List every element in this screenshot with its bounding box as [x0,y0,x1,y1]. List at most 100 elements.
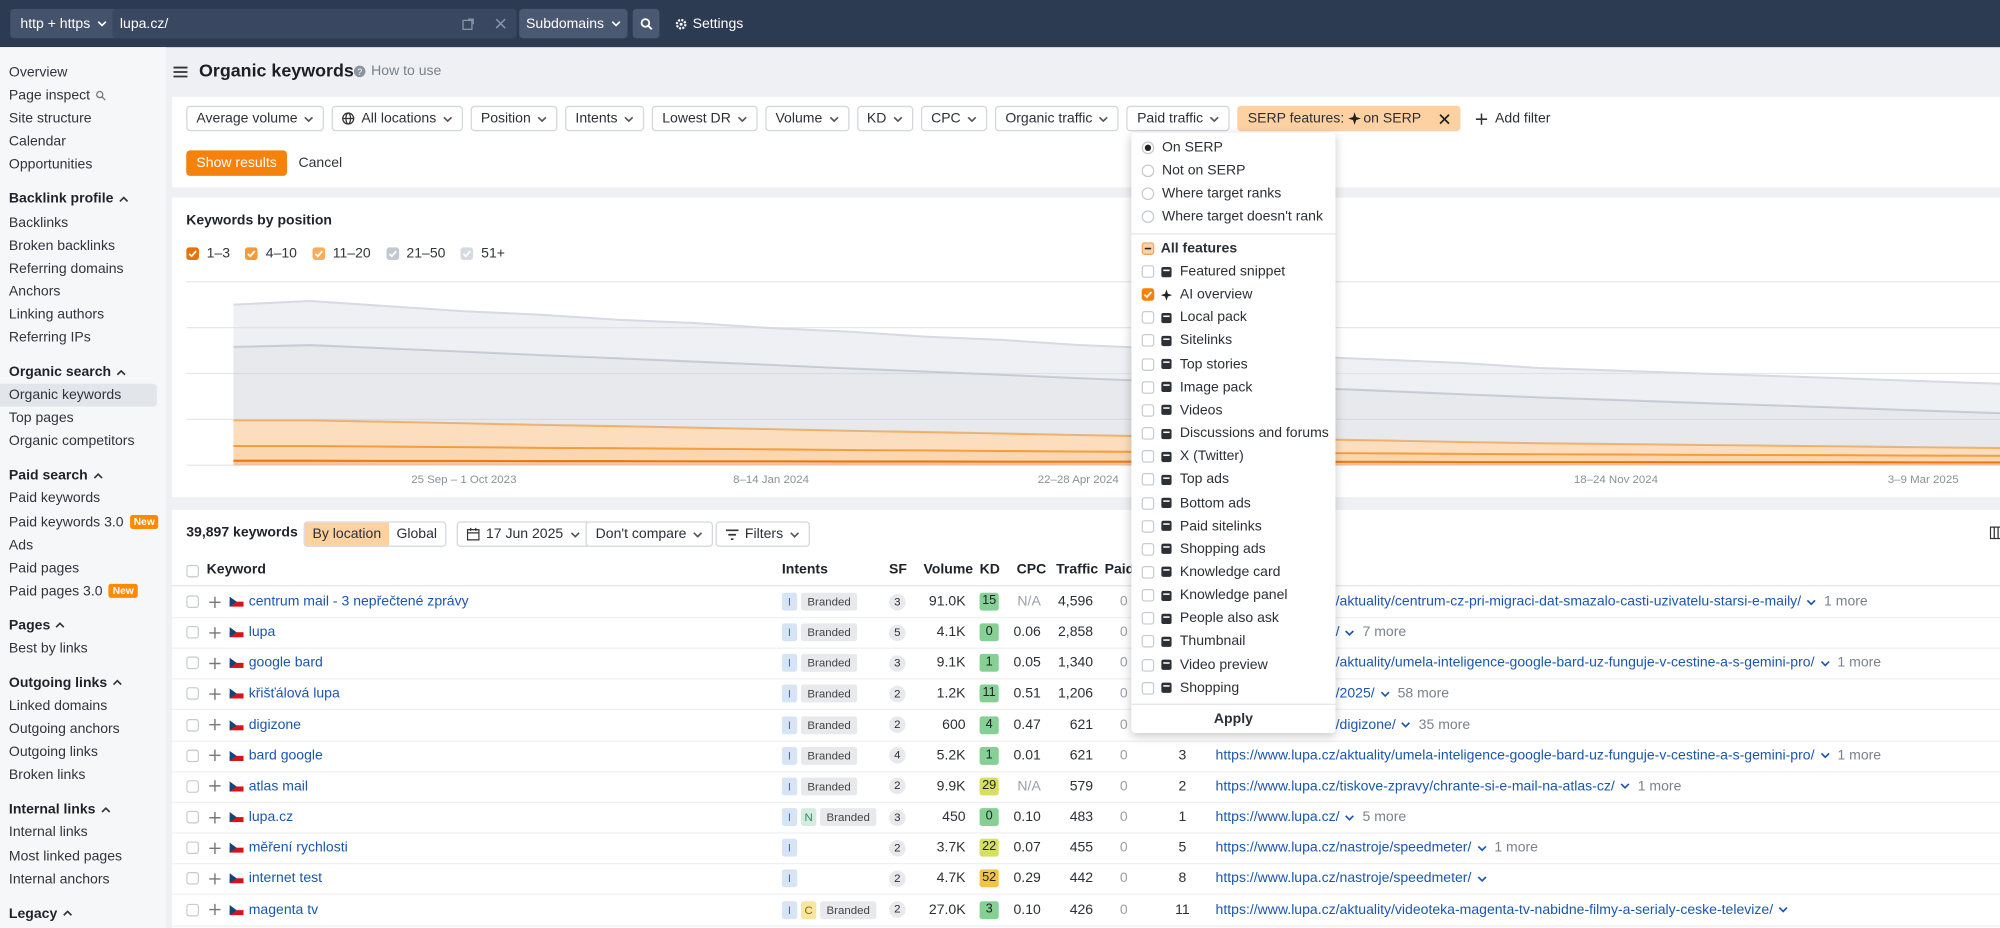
feature-option[interactable]: Paid sitelinks [1142,516,1262,536]
filter-pill[interactable]: Intents [565,106,644,131]
show-results-button[interactable]: Show results [186,150,287,175]
sidebar-section-title[interactable]: Paid search [9,466,103,486]
url-link[interactable]: https://www.lupa.cz/ [1216,808,1340,826]
feature-option[interactable]: Local pack [1142,308,1247,328]
url-link[interactable]: https://www.lupa.cz/aktuality/umela-inte… [1216,747,1815,765]
more-urls[interactable]: 1 more [1638,777,1682,795]
settings-button[interactable]: Settings [675,9,744,38]
sidebar-section-title[interactable]: Backlink profile [9,189,129,209]
feature-option[interactable]: AI overview [1142,284,1253,304]
feature-option[interactable]: X (Twitter) [1142,446,1244,466]
sidebar-item[interactable]: Referring domains [0,257,157,280]
filter-pill[interactable]: Average volume [186,106,324,131]
sidebar-item[interactable]: Page inspect [0,84,157,107]
keyword-link[interactable]: bard google [249,747,323,765]
sidebar-section-title[interactable]: Internal links [9,800,111,820]
filters-button[interactable]: Filters [716,521,810,546]
sidebar-item[interactable]: Internal links [0,821,157,844]
more-urls[interactable]: 1 more [1824,593,1868,611]
sidebar-item[interactable]: Broken links [0,764,157,787]
feature-option[interactable]: Thumbnail [1142,631,1246,651]
filter-pill[interactable]: KD [857,106,913,131]
feature-option[interactable]: Sitelinks [1142,331,1233,351]
more-urls[interactable]: 1 more [1494,839,1538,857]
url-input[interactable]: lupa.cz/ [112,9,516,38]
keyword-link[interactable]: měření rychlosti [249,839,348,857]
feature-option[interactable]: Knowledge panel [1142,585,1288,605]
keyword-link[interactable]: digizone [249,716,301,734]
sidebar-item[interactable]: Linking authors [0,303,157,326]
sidebar-item[interactable]: Top pages [0,407,157,430]
filter-pill[interactable]: Organic traffic [995,106,1119,131]
sidebar-item[interactable]: Paid keywords 3.0New [0,511,157,534]
serp-option[interactable]: On SERP [1142,138,1223,158]
sidebar-item[interactable]: Referring IPs [0,326,157,349]
keyword-link[interactable]: křišťálová lupa [249,685,340,703]
feature-option[interactable]: Shopping [1142,678,1240,698]
more-urls[interactable]: 7 more [1363,624,1407,642]
search-button[interactable] [633,9,660,38]
compare-select[interactable]: Don't compare [585,521,713,546]
serp-option[interactable]: Where target ranks [1142,184,1282,204]
sidebar-item[interactable]: Ads [0,534,157,557]
more-urls[interactable]: 35 more [1419,716,1470,734]
sidebar-section-title[interactable]: Outgoing links [9,673,123,693]
sidebar-item[interactable]: Paid pages 3.0New [0,580,157,603]
protocol-select[interactable]: http + https [10,9,117,38]
toggle-option[interactable]: By location [305,523,389,546]
sidebar-item[interactable]: Paid keywords [0,487,157,510]
feature-option[interactable]: Discussions and forums [1142,423,1329,443]
cancel-button[interactable]: Cancel [298,150,342,175]
apply-button[interactable]: Apply [1131,710,1335,728]
keyword-link[interactable]: lupa.cz [249,808,293,826]
sidebar-item[interactable]: Paid pages [0,557,157,580]
sidebar-item[interactable]: Organic keywords [0,384,157,407]
sidebar-item[interactable]: Anchors [0,280,157,303]
help-link[interactable]: ?How to use [353,64,441,79]
keyword-link[interactable]: internet test [249,870,322,888]
sidebar-item[interactable]: Best by links [0,637,157,660]
url-link[interactable]: https://www.lupa.cz/nastroje/speedmeter/ [1216,870,1472,888]
active-filter-pill[interactable]: SERP features:on SERP [1238,106,1461,131]
sidebar-item[interactable]: Outgoing links [0,741,157,764]
serp-option[interactable]: Where target doesn't rank [1142,207,1323,227]
feature-option[interactable]: Image pack [1142,377,1253,397]
keyword-link[interactable]: google bard [249,654,323,672]
sidebar-item[interactable]: Linked domains [0,695,157,718]
sidebar-item[interactable]: Outgoing anchors [0,718,157,741]
sidebar-item[interactable]: Internal anchors [0,868,157,891]
url-link[interactable]: https://www.lupa.cz/aktuality/videoteka-… [1216,901,1774,919]
serp-option[interactable]: Not on SERP [1142,161,1246,181]
sidebar-item[interactable]: Opportunities [0,153,157,176]
sidebar-section-title[interactable]: Organic search [9,362,126,382]
filter-pill[interactable]: Volume [765,106,849,131]
more-urls[interactable]: 1 more [1837,654,1881,672]
sidebar-item[interactable]: Most linked pages [0,845,157,868]
filter-pill[interactable]: CPC [921,106,988,131]
filter-pill[interactable]: Lowest DR [652,106,758,131]
more-urls[interactable]: 1 more [1837,747,1881,765]
feature-option[interactable]: Shopping ads [1142,539,1266,559]
url-link[interactable]: https://www.lupa.cz/nastroje/speedmeter/ [1216,839,1472,857]
filter-pill[interactable]: Position [471,106,558,131]
sidebar-section-title[interactable]: Pages [9,615,66,635]
sidebar-item[interactable]: Broken backlinks [0,234,157,257]
mode-select[interactable]: Subdomains [519,9,627,38]
feature-option[interactable]: Video preview [1142,655,1268,675]
filter-pill[interactable]: Paid traffic [1127,106,1230,131]
sidebar-item[interactable]: Calendar [0,130,157,153]
add-filter[interactable]: Add filter [1476,111,1551,126]
sidebar-item[interactable]: Backlinks [0,211,157,234]
all-features[interactable]: All features [1142,238,1238,258]
sidebar-section-title[interactable]: Legacy [9,903,73,923]
sidebar-item[interactable]: Site structure [0,107,157,130]
feature-option[interactable]: Videos [1142,400,1223,420]
filter-pill[interactable]: All locations [332,106,463,131]
sidebar-item[interactable]: Organic competitors [0,430,157,453]
keyword-link[interactable]: centrum mail - 3 nepřečtené zprávy [249,593,469,611]
keyword-link[interactable]: magenta tv [249,901,318,919]
date-select[interactable]: 17 Jun 2025 [457,521,590,546]
keyword-link[interactable]: lupa [249,624,276,642]
keyword-link[interactable]: atlas mail [249,777,308,795]
feature-option[interactable]: Bottom ads [1142,493,1251,513]
